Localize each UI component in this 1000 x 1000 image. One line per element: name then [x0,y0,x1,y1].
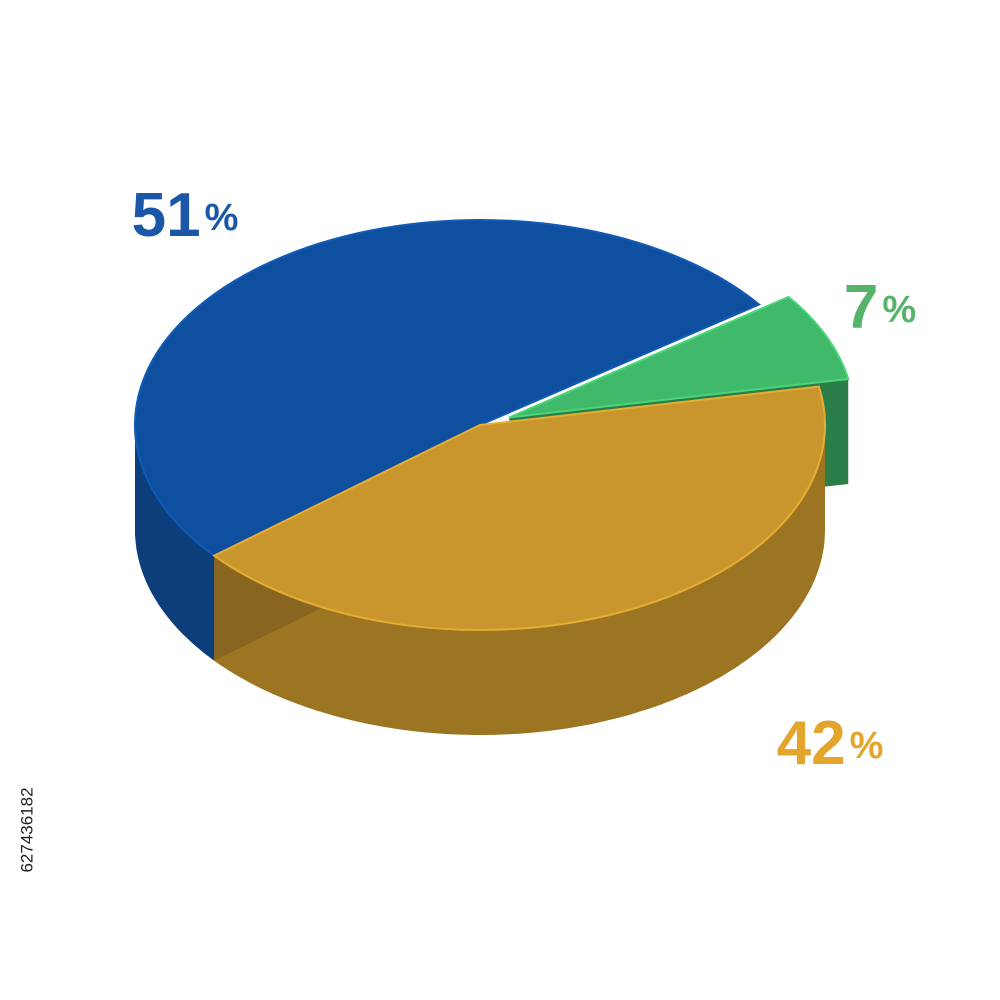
value-label: 51% [132,181,239,250]
slice [212,385,826,631]
slice [134,219,762,557]
slice [508,295,850,419]
value-label: 7% [844,273,916,342]
slice-side [214,425,825,735]
value-label: 42% [777,709,884,778]
side-text: 627436182 [17,787,36,872]
pie-tops [134,219,850,631]
slice-side [135,427,215,661]
pie-labels: 51 % 7 % 42% [132,181,917,778]
